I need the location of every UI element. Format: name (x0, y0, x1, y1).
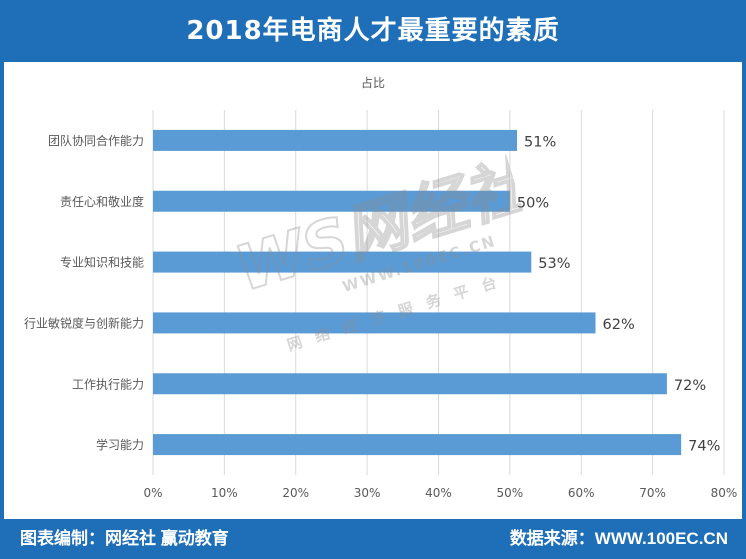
category-label: 学习能力 (96, 437, 144, 452)
data-label: 72% (674, 378, 706, 394)
x-tick-label: 10% (211, 486, 238, 500)
x-tick-label: 20% (282, 486, 309, 500)
category-label: 团队协同合作能力 (48, 133, 144, 148)
x-tick-label: 30% (354, 486, 381, 500)
x-tick-label: 60% (568, 486, 595, 500)
x-tick-label: 50% (497, 486, 524, 500)
x-tick-label: 40% (425, 486, 452, 500)
bar (153, 129, 518, 151)
bar (153, 251, 532, 273)
footer-banner: 图表编制：网经社 赢动教育 数据来源：WWW.100EC.CN (0, 519, 746, 559)
bar (153, 373, 667, 395)
category-label: 工作执行能力 (72, 377, 144, 391)
data-label: 53% (538, 256, 570, 272)
bar (153, 312, 596, 334)
category-label: 专业知识和技能 (60, 255, 144, 270)
data-label: 51% (524, 134, 556, 150)
x-tick-label: 0% (143, 486, 162, 500)
bar (153, 190, 510, 212)
bar (153, 434, 682, 456)
data-label: 50% (517, 195, 549, 211)
data-label: 74% (688, 439, 720, 455)
header-banner: 2018年电商人才最重要的素质 (0, 0, 746, 62)
chart-title: 占比 (361, 75, 385, 90)
x-tick-label: 70% (639, 486, 666, 500)
category-label: 行业敏锐度与创新能力 (24, 315, 144, 330)
footer-credit: 图表编制：网经社 赢动教育 (20, 529, 229, 548)
x-tick-label: 80% (711, 486, 738, 500)
footer-source: 数据来源：WWW.100EC.CN (509, 529, 728, 548)
category-label: 责任心和敬业度 (60, 194, 144, 209)
data-label: 62% (603, 317, 635, 333)
page-title: 2018年电商人才最重要的素质 (186, 16, 560, 46)
